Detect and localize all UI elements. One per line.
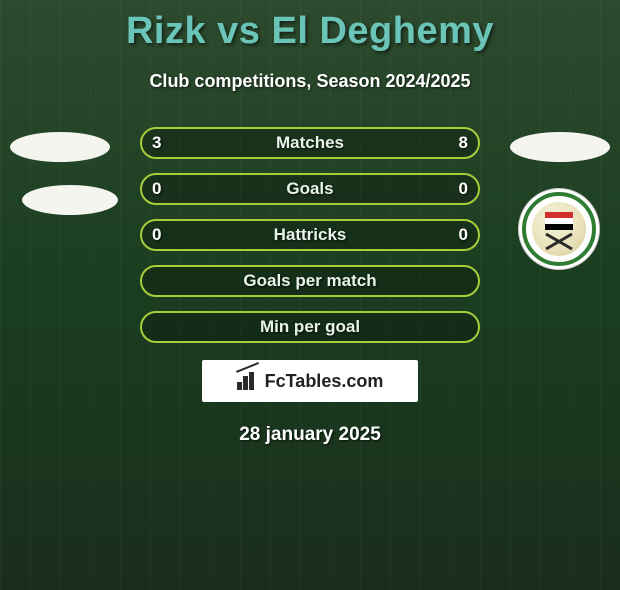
brand-text: FcTables.com xyxy=(265,371,384,392)
stat-left-value: 0 xyxy=(152,225,161,245)
brand-badge[interactable]: FcTables.com xyxy=(202,360,418,402)
stat-right-value: 0 xyxy=(459,225,468,245)
stat-bar: Goals per match xyxy=(140,265,480,297)
stat-bar: 3 Matches 8 xyxy=(140,127,480,159)
stats-rows: 3 Matches 8 0 Goals 0 0 Hattricks 0 Goal… xyxy=(0,127,620,345)
stat-row: 0 Hattricks 0 xyxy=(0,219,620,253)
stat-row: 0 Goals 0 xyxy=(0,173,620,207)
bar-chart-icon xyxy=(237,372,259,390)
stat-right-value: 8 xyxy=(459,133,468,153)
stat-bar: Min per goal xyxy=(140,311,480,343)
stat-label: Goals per match xyxy=(243,271,376,291)
stat-label: Matches xyxy=(276,133,344,153)
page-title: Rizk vs El Deghemy xyxy=(0,10,620,53)
stat-bar: 0 Goals 0 xyxy=(140,173,480,205)
stat-row: Min per goal xyxy=(0,311,620,345)
stat-row: 3 Matches 8 xyxy=(0,127,620,161)
stat-left-value: 3 xyxy=(152,133,161,153)
stat-right-value: 0 xyxy=(459,179,468,199)
date-text: 28 january 2025 xyxy=(0,424,620,446)
stat-bar: 0 Hattricks 0 xyxy=(140,219,480,251)
stat-left-value: 0 xyxy=(152,179,161,199)
stat-label: Min per goal xyxy=(260,317,360,337)
stat-label: Hattricks xyxy=(274,225,347,245)
stat-row: Goals per match xyxy=(0,265,620,299)
stat-label: Goals xyxy=(286,179,333,199)
page-subtitle: Club competitions, Season 2024/2025 xyxy=(0,71,620,92)
